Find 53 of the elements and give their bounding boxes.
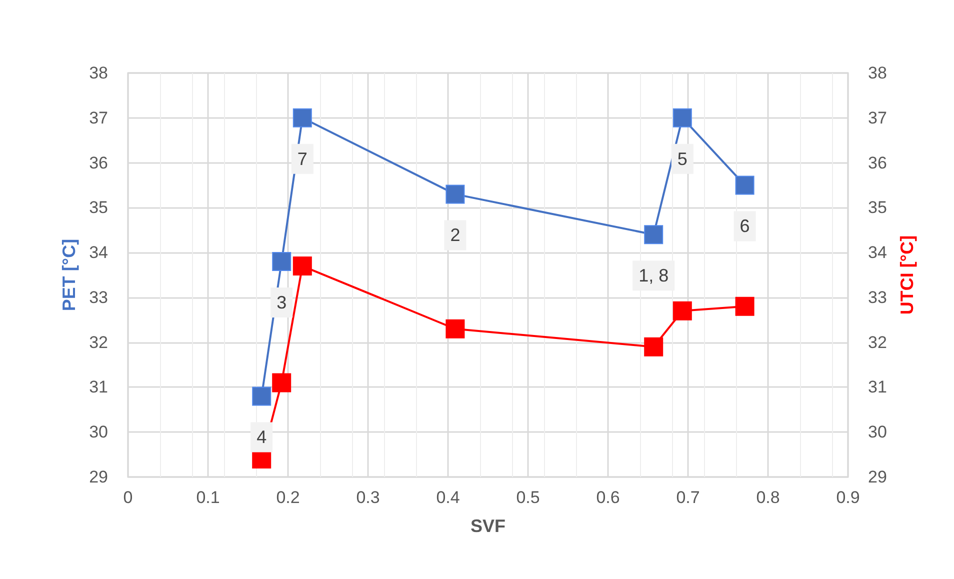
y2-tick-label: 34 <box>868 243 887 262</box>
y-tick-label: 31 <box>89 378 108 397</box>
x-tick-label: 0.5 <box>516 488 540 507</box>
y-tick-label: 30 <box>89 422 108 442</box>
x-tick-label: 0.2 <box>276 488 300 507</box>
annotation: 3 <box>276 292 287 313</box>
y2-axis-title: UTCI [°C] <box>896 235 917 315</box>
point <box>292 256 312 276</box>
y2-tick-label: 33 <box>868 288 887 307</box>
y-tick-label: 35 <box>89 198 108 218</box>
point <box>272 373 292 392</box>
annotation: 4 <box>256 427 267 448</box>
x-tick-label: 0.3 <box>356 488 380 507</box>
point <box>446 319 465 338</box>
y-tick-label: 36 <box>89 153 108 172</box>
point <box>644 337 664 356</box>
point <box>292 108 312 128</box>
x-tick-label: 0.9 <box>836 488 860 507</box>
y2-tick-label: 30 <box>868 422 887 442</box>
x-tick-label: 0.7 <box>676 488 700 507</box>
y2-tick-label: 31 <box>868 378 887 397</box>
point <box>672 301 692 320</box>
point <box>735 296 754 316</box>
y-tick-label: 32 <box>89 332 108 352</box>
point <box>446 184 465 204</box>
y2-tick-label: 29 <box>868 468 887 486</box>
y2-tick-label: 36 <box>868 153 887 172</box>
x-tick-label: 0 <box>123 488 133 507</box>
y2-tick-label: 35 <box>868 198 887 218</box>
point <box>272 252 292 272</box>
point <box>672 108 692 128</box>
y-tick-label: 33 <box>89 288 108 307</box>
y-tick-label: 38 <box>89 64 108 82</box>
x-tick-label: 0.1 <box>196 488 220 507</box>
annotation: 2 <box>450 225 460 246</box>
y2-tick-label: 37 <box>868 108 887 128</box>
annotation: 1, 8 <box>638 266 669 286</box>
annotation: 7 <box>297 148 308 169</box>
y-tick-label: 29 <box>89 468 108 486</box>
annotation: 6 <box>740 216 750 236</box>
y2-tick-label: 32 <box>868 332 887 352</box>
y-axis-title: PET [°C] <box>59 238 80 312</box>
x-tick-label: 0.4 <box>436 488 460 507</box>
point <box>735 176 754 195</box>
x-tick-label: 0.8 <box>756 488 780 507</box>
y-tick-label: 37 <box>89 108 108 128</box>
point <box>252 386 272 406</box>
x-tick-label: 0.6 <box>596 488 620 507</box>
point <box>644 225 664 244</box>
annotation: 5 <box>677 148 688 169</box>
x-axis-title: SVF <box>470 516 506 536</box>
y-tick-label: 34 <box>89 243 108 262</box>
y2-tick-label: 38 <box>868 64 887 82</box>
